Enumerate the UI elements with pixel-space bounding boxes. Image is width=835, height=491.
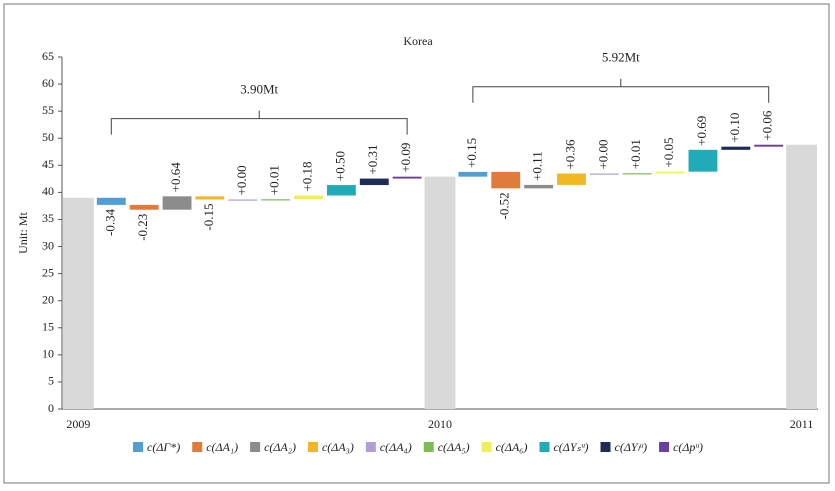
data-label: +0.18 <box>300 161 315 191</box>
segment-bar <box>721 146 751 150</box>
data-label: -0.34 <box>102 208 117 236</box>
y-tick-label: 40 <box>42 184 54 198</box>
bracket-label: 3.90Mt <box>240 82 278 97</box>
segment-bar <box>96 197 126 205</box>
segment-bar <box>655 171 685 174</box>
y-tick-label: 15 <box>42 320 54 334</box>
chart-title: Korea <box>403 34 433 48</box>
legend-label: c(ΔYₗᵘ) <box>615 440 648 454</box>
segment-bar <box>392 176 422 179</box>
x-tick-label: 2010 <box>428 417 452 431</box>
y-tick-label: 45 <box>42 157 54 171</box>
y-tick-label: 5 <box>48 374 54 388</box>
legend-swatch <box>365 442 376 452</box>
bracket <box>472 78 770 103</box>
data-label: +0.01 <box>628 139 643 169</box>
segment-bar <box>458 171 488 177</box>
segment-bar <box>359 178 389 186</box>
data-label: +0.36 <box>562 139 577 170</box>
data-label: +0.00 <box>234 165 249 195</box>
data-label: +0.00 <box>595 139 610 169</box>
y-tick-label: 30 <box>42 238 54 252</box>
total-bar <box>786 144 817 409</box>
bracket-label: 5.92Mt <box>602 50 640 65</box>
legend-swatch <box>423 442 434 452</box>
segment-bar <box>622 173 652 175</box>
y-tick-label: 25 <box>42 265 54 279</box>
segment-bar <box>162 196 192 210</box>
y-tick-label: 55 <box>42 103 54 117</box>
data-label: +0.11 <box>530 151 545 181</box>
x-tick-label: 2011 <box>790 417 814 431</box>
legend-label: c(ΔA₆) <box>496 440 528 454</box>
segment-bar <box>589 173 619 175</box>
data-label: +0.31 <box>365 144 380 174</box>
legend-swatch <box>539 442 550 452</box>
y-tick-label: 10 <box>42 347 54 361</box>
data-label: +0.15 <box>464 138 479 168</box>
legend-swatch <box>481 442 492 452</box>
legend-label: c(ΔA₅) <box>438 440 470 454</box>
data-label: +0.05 <box>661 138 676 168</box>
x-tick-label: 2009 <box>66 417 90 431</box>
data-label: -0.52 <box>497 192 512 219</box>
data-label: +0.69 <box>694 116 709 146</box>
segment-bar <box>524 184 554 189</box>
legend-swatch <box>307 442 318 452</box>
data-label: +0.50 <box>332 151 347 181</box>
data-label: -0.15 <box>201 203 216 230</box>
legend-label: c(Δpᵘ) <box>673 440 703 454</box>
segment-bar <box>326 185 356 196</box>
segment-bar <box>294 195 323 200</box>
legend-label: c(ΔYₛᵘ) <box>553 440 588 454</box>
legend-label: c(ΔA₄) <box>380 440 412 454</box>
data-label: +0.06 <box>760 110 775 141</box>
total-bar <box>424 176 456 409</box>
legend-label: c(ΔΓ*) <box>147 440 180 454</box>
segment-bar <box>129 204 159 210</box>
segment-bar <box>195 196 225 200</box>
legend-label: c(ΔA₁) <box>206 440 238 454</box>
data-label: +0.09 <box>398 143 413 173</box>
legend-label: c(ΔA₂) <box>264 440 296 454</box>
y-tick-label: 60 <box>42 76 54 90</box>
segment-bar <box>261 199 291 201</box>
frame <box>3 3 830 484</box>
legend-swatch <box>250 442 261 452</box>
legend-label: c(ΔA₃) <box>322 440 354 454</box>
legend-swatch <box>192 442 203 452</box>
y-tick-label: 20 <box>42 292 54 306</box>
y-tick-label: 65 <box>42 49 54 63</box>
y-tick-label: 0 <box>48 401 54 415</box>
bracket <box>110 110 408 135</box>
segment-bar <box>228 199 258 201</box>
data-label: +0.64 <box>168 162 183 193</box>
y-tick-label: 35 <box>42 211 54 225</box>
y-axis-label: Unit: Mt <box>16 211 30 253</box>
segment-bar <box>754 144 784 147</box>
data-label: +0.10 <box>727 113 742 143</box>
total-bar <box>63 197 94 409</box>
segment-bar <box>491 171 521 189</box>
legend-swatch <box>600 442 611 452</box>
segment-bar <box>557 173 586 185</box>
segment-bar <box>688 149 718 172</box>
data-label: -0.23 <box>135 214 150 241</box>
data-label: +0.01 <box>267 165 282 195</box>
legend-swatch <box>659 442 670 452</box>
y-tick-label: 50 <box>42 130 54 144</box>
legend-swatch <box>133 442 144 452</box>
